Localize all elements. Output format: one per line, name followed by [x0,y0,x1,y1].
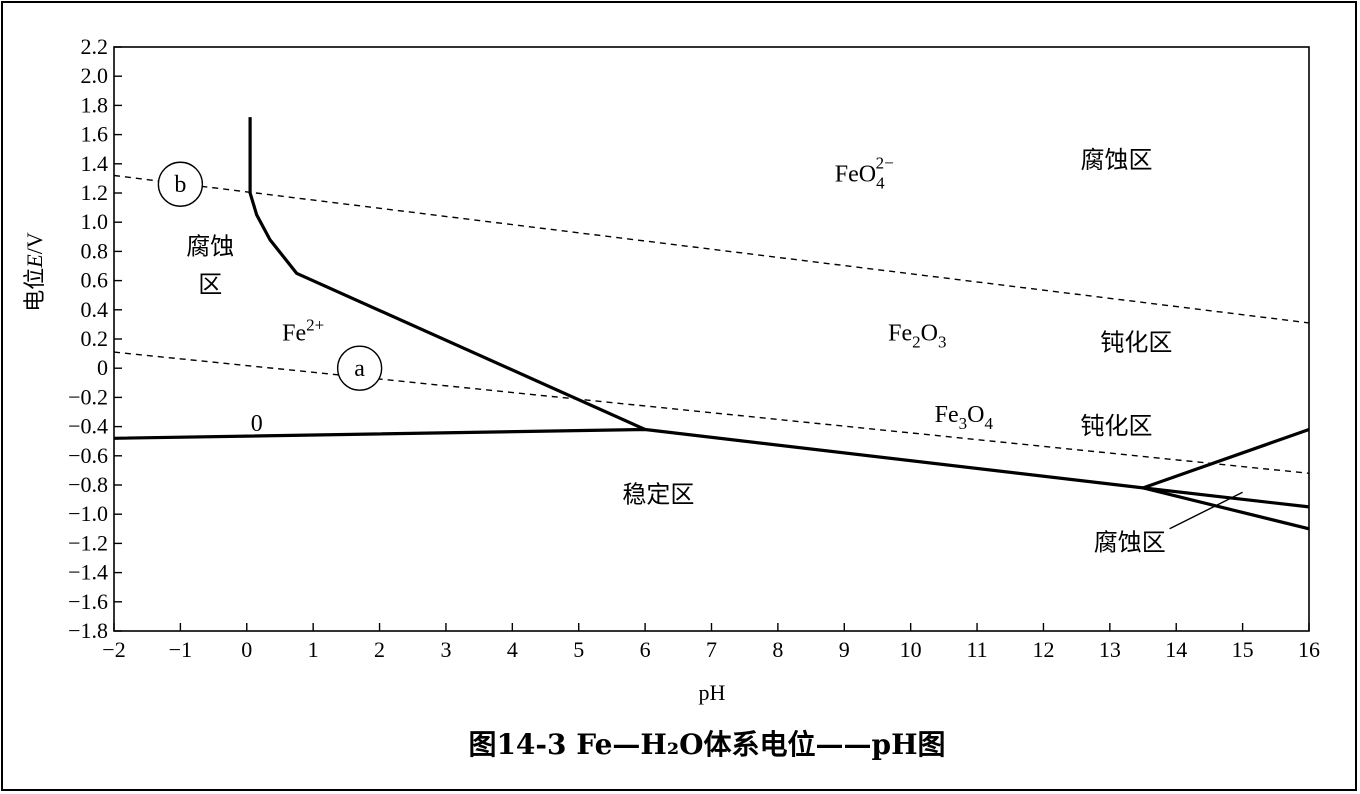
y-tick-label: 0.6 [81,268,109,293]
y-tick-label: 0 [97,355,108,380]
phase-boundary-line [1142,427,1310,490]
x-tick-label: 8 [772,637,783,662]
phase-boundary-line [113,427,1310,509]
x-tick-label: 4 [507,637,518,662]
y-tick-label: −1.0 [68,501,108,526]
line-marker-label: a [354,356,365,382]
species-subscript: 4 [984,414,993,433]
line-marker-circle [157,161,204,207]
x-tick-label: 2 [374,637,385,662]
y-tick-label: 0.2 [81,326,109,351]
y-tick-label: 1.8 [81,92,109,117]
region-label: 腐蚀区 [1080,146,1152,174]
region-label: 钝化区 [1080,412,1152,440]
x-tick-label: −2 [102,637,125,662]
x-tick-label: 15 [1232,637,1254,662]
y-tick-label: 0.8 [81,238,109,263]
x-tick-label: 6 [640,637,651,662]
x-axis-title: pH [699,680,726,705]
x-tick-label: 10 [900,637,922,662]
line-marker-circle [336,345,383,391]
species-label: Fe2+ [282,315,324,346]
x-tick-label: 16 [1298,637,1320,662]
y-tick-label: −1.4 [68,560,108,585]
y-tick-label: 1.0 [81,209,109,234]
y-tick-label: −1.2 [68,530,108,555]
y-tick-label: −1.6 [68,589,108,614]
y-tick-label: 1.2 [81,180,109,205]
region-label: 腐蚀区 [1094,529,1166,557]
x-tick-label: 14 [1165,637,1187,662]
water-stability-line-b [113,174,1310,324]
species-base: O [967,402,984,428]
species-label: FeO42− [835,153,894,192]
species-base: Fe [935,402,959,428]
y-axis-title-prefix: 电位 [22,268,47,312]
line-label: 0 [251,411,263,437]
y-axis-title-symbol: E [22,254,47,269]
y-axis-title-unit: /V [22,232,47,254]
y-tick-label: 2.2 [81,34,109,59]
x-tick-label: 9 [839,637,850,662]
y-tick-label: 2.0 [81,63,109,88]
y-tick-label: 1.6 [81,122,109,147]
y-axis-title: 电位E/V [22,232,47,312]
species-subscript: 2 [912,332,921,351]
species-base: Fe [282,320,306,346]
species-base: FeO [835,161,876,187]
species-superscript: 2− [876,153,894,172]
y-tick-label: −0.4 [68,414,108,439]
phase-boundary-line [248,117,646,431]
species-subscript: 3 [938,332,947,351]
y-axis-title-text: 电位E/V [22,232,47,312]
y-tick-label: −0.6 [68,443,108,468]
x-tick-label: −1 [169,637,192,662]
species-subscript: 4 [876,173,885,192]
axis-ticks: −2 −1 0 1 2 3 4 5 6 7 8 9 10 11 12 13 14 15 162.22.01.81.6… [68,34,1320,662]
species-superscript: 2+ [306,315,324,334]
x-tick-label: 0 [241,637,252,662]
figure-caption: 图14-3 Fe—H₂O体系电位——pH图 [468,728,945,761]
species-subscript: 3 [959,414,968,433]
y-tick-label: 0.4 [81,297,109,322]
water-stability-line-a [113,351,1310,474]
y-tick-label: −0.2 [68,384,108,409]
y-tick-label: 1.4 [81,151,109,176]
x-tick-label: 3 [440,637,451,662]
y-tick-label: −1.8 [68,618,108,643]
species-base: Fe [888,320,912,346]
x-tick-label: 12 [1032,637,1054,662]
region-label: 稳定区 [622,481,694,509]
species-base: O [921,320,938,346]
region-label: 腐蚀 [186,232,234,260]
species-label: Fe3O4 [935,402,994,433]
y-tick-label: −0.8 [68,472,108,497]
x-tick-label: 5 [573,637,584,662]
chart-lines [113,117,1310,531]
leader-line [1169,491,1243,530]
x-tick-label: 13 [1099,637,1121,662]
line-marker-label: b [174,172,186,198]
region-label: 区 [198,270,222,298]
x-tick-label: 1 [308,637,319,662]
region-label: 钝化区 [1100,329,1172,357]
x-tick-label: 7 [706,637,717,662]
x-tick-label: 11 [966,637,987,662]
phase-boundary-line [1142,486,1310,531]
species-label: Fe2O3 [888,320,946,351]
